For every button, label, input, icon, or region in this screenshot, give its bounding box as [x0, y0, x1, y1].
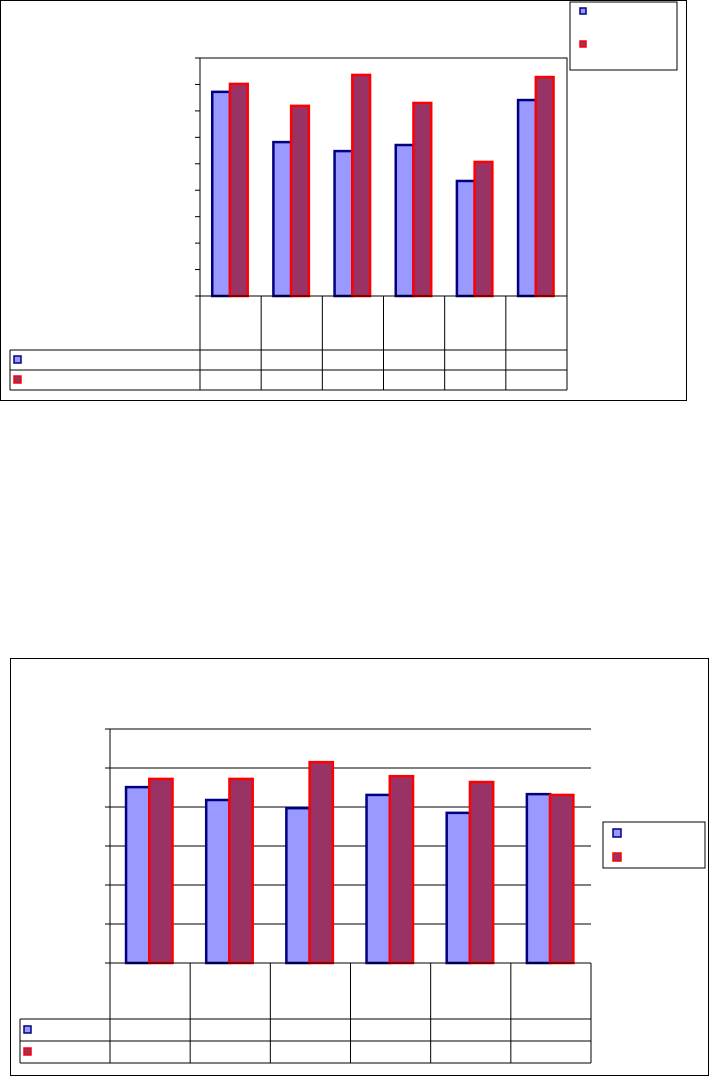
bar: [394, 143, 415, 298]
bar: [365, 793, 392, 965]
bar: [124, 785, 151, 965]
bar: [388, 774, 415, 965]
table-key: [23, 1047, 32, 1056]
bar: [148, 777, 174, 965]
legend-key: [612, 852, 622, 862]
bar: [445, 811, 472, 965]
bar: [548, 793, 575, 965]
bar: [204, 798, 231, 965]
bar: [468, 780, 495, 965]
table-key: [13, 375, 22, 384]
legend-key: [579, 7, 587, 15]
legend-key: [579, 40, 587, 48]
bar: [285, 806, 311, 965]
bar: [412, 101, 433, 298]
bar: [228, 82, 249, 298]
bar: [289, 104, 311, 298]
bar: [534, 75, 555, 298]
bar: [525, 792, 552, 965]
bar: [516, 98, 538, 298]
bar: [272, 140, 293, 298]
bar: [228, 777, 254, 965]
table-key: [13, 355, 22, 364]
bar: [473, 160, 494, 298]
bar: [455, 179, 476, 298]
bar: [351, 73, 372, 298]
bar: [210, 90, 232, 298]
table-key: [23, 1025, 32, 1034]
bar: [333, 149, 354, 298]
legend-key: [612, 828, 622, 838]
bar: [308, 760, 335, 965]
legend: [569, 1, 678, 71]
